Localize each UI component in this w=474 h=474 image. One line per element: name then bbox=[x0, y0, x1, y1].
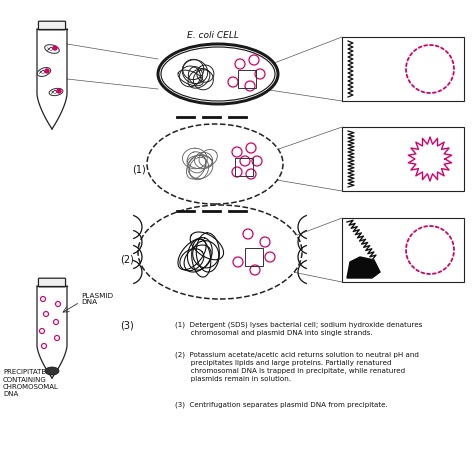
Bar bbox=[342, 37, 464, 101]
Text: (3): (3) bbox=[120, 321, 134, 331]
FancyBboxPatch shape bbox=[38, 21, 65, 30]
Circle shape bbox=[53, 46, 57, 50]
Ellipse shape bbox=[45, 367, 59, 375]
Text: (1)  Detergent (SDS) lyses bacterial cell; sodium hydroxide denatures
       chr: (1) Detergent (SDS) lyses bacterial cell… bbox=[175, 322, 422, 336]
Ellipse shape bbox=[147, 124, 283, 204]
Bar bbox=[238, 70, 256, 88]
Bar bbox=[342, 127, 464, 191]
Bar bbox=[342, 218, 464, 282]
Ellipse shape bbox=[45, 45, 59, 53]
Ellipse shape bbox=[37, 67, 51, 76]
Bar bbox=[245, 248, 263, 266]
Circle shape bbox=[57, 89, 61, 93]
Polygon shape bbox=[347, 257, 380, 278]
Circle shape bbox=[45, 69, 49, 73]
Bar bbox=[235, 158, 253, 176]
Text: PLASMID
DNA: PLASMID DNA bbox=[81, 292, 113, 306]
FancyBboxPatch shape bbox=[38, 278, 65, 287]
Text: (1): (1) bbox=[132, 164, 146, 174]
Text: (3)  Centrifugation separates plasmid DNA from precipitate.: (3) Centrifugation separates plasmid DNA… bbox=[175, 402, 388, 409]
Text: (2)  Potassium acetate/acetic acid returns solution to neutral pH and
       pre: (2) Potassium acetate/acetic acid return… bbox=[175, 352, 419, 382]
Text: (2): (2) bbox=[120, 254, 134, 264]
Text: E. coli CELL: E. coli CELL bbox=[187, 31, 239, 40]
Ellipse shape bbox=[49, 88, 63, 96]
Ellipse shape bbox=[138, 205, 302, 299]
Ellipse shape bbox=[158, 44, 278, 104]
Text: PRECIPITATE
CONTAINING
CHROMOSOMAL
DNA: PRECIPITATE CONTAINING CHROMOSOMAL DNA bbox=[3, 369, 59, 398]
